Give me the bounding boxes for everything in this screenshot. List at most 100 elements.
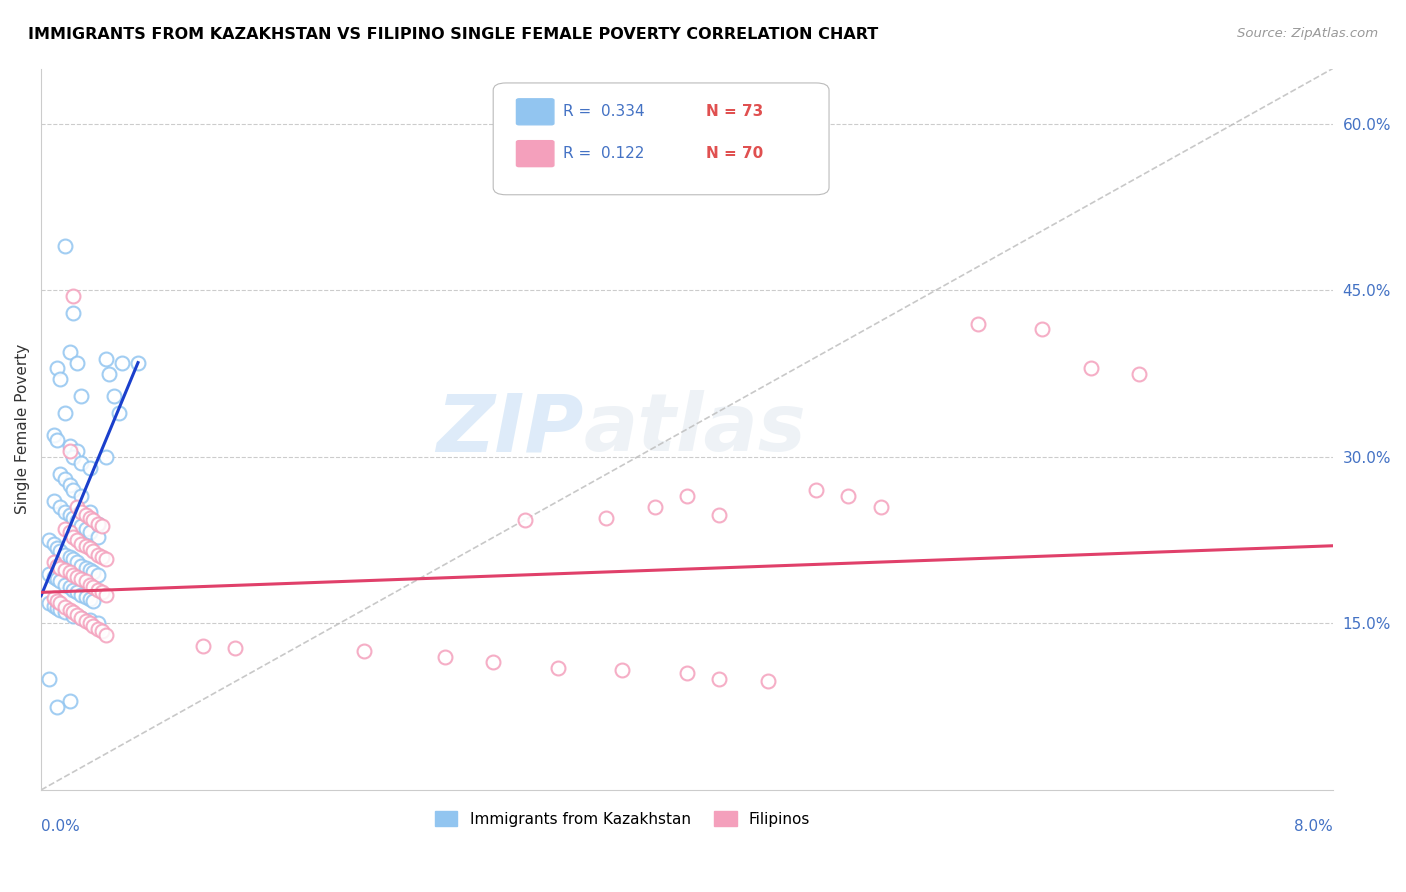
- Point: [53, 406, 76, 420]
- Text: N = 70: N = 70: [706, 146, 763, 161]
- Text: atlas: atlas: [583, 390, 807, 468]
- Point: [515, 513, 537, 527]
- Point: [79, 525, 101, 540]
- Point: [42, 599, 65, 613]
- Point: [53, 506, 76, 520]
- Point: [66, 570, 89, 584]
- Point: [79, 511, 101, 525]
- Text: 8.0%: 8.0%: [1294, 819, 1333, 834]
- Point: [86, 548, 108, 562]
- Point: [75, 522, 97, 536]
- Point: [79, 616, 101, 631]
- Point: [111, 356, 134, 370]
- Point: [49, 467, 72, 481]
- Text: Source: ZipAtlas.com: Source: ZipAtlas.com: [1237, 27, 1378, 40]
- Point: [86, 530, 108, 544]
- Point: [59, 580, 82, 594]
- Point: [756, 674, 779, 689]
- Text: N = 73: N = 73: [706, 104, 763, 120]
- Point: [70, 518, 93, 533]
- Point: [46, 361, 69, 376]
- Text: R =  0.122: R = 0.122: [562, 146, 644, 161]
- Point: [49, 561, 72, 575]
- Point: [66, 555, 89, 569]
- Point: [38, 672, 60, 686]
- Point: [709, 672, 731, 686]
- Point: [62, 583, 84, 598]
- Point: [75, 614, 97, 628]
- Y-axis label: Single Female Poverty: Single Female Poverty: [15, 344, 30, 515]
- Point: [103, 389, 125, 403]
- Point: [49, 544, 72, 558]
- Point: [62, 306, 84, 320]
- Point: [94, 352, 117, 367]
- Point: [94, 450, 117, 464]
- Point: [66, 500, 89, 514]
- Point: [59, 603, 82, 617]
- Point: [75, 539, 97, 553]
- Point: [127, 356, 149, 370]
- Point: [42, 536, 65, 550]
- Point: [79, 541, 101, 555]
- Point: [53, 472, 76, 486]
- Point: [82, 618, 104, 632]
- Point: [49, 597, 72, 611]
- Point: [46, 601, 69, 615]
- Point: [46, 699, 69, 714]
- Point: [676, 489, 699, 503]
- Point: [79, 563, 101, 577]
- Point: [70, 506, 93, 520]
- Point: [86, 616, 108, 631]
- Point: [82, 580, 104, 594]
- Point: [53, 548, 76, 562]
- Point: [82, 513, 104, 527]
- Point: [869, 500, 891, 514]
- Point: [49, 372, 72, 386]
- Point: [53, 599, 76, 614]
- Point: [595, 511, 617, 525]
- Point: [42, 570, 65, 584]
- Point: [79, 613, 101, 627]
- Point: [53, 605, 76, 619]
- Point: [59, 444, 82, 458]
- Point: [62, 450, 84, 464]
- Point: [66, 514, 89, 528]
- Point: [46, 558, 69, 573]
- Point: [70, 611, 93, 625]
- Point: [94, 627, 117, 641]
- Point: [66, 444, 89, 458]
- Point: [75, 590, 97, 604]
- Point: [75, 508, 97, 522]
- Point: [59, 508, 82, 522]
- Point: [62, 605, 84, 619]
- Point: [70, 536, 93, 550]
- Point: [49, 500, 72, 514]
- Point: [66, 533, 89, 548]
- FancyBboxPatch shape: [516, 99, 554, 125]
- Point: [66, 356, 89, 370]
- Text: IMMIGRANTS FROM KAZAKHSTAN VS FILIPINO SINGLE FEMALE POVERTY CORRELATION CHART: IMMIGRANTS FROM KAZAKHSTAN VS FILIPINO S…: [28, 27, 879, 42]
- Point: [62, 289, 84, 303]
- Point: [70, 489, 93, 503]
- Point: [42, 591, 65, 605]
- Point: [79, 461, 101, 475]
- Point: [94, 588, 117, 602]
- Point: [86, 516, 108, 531]
- Point: [94, 552, 117, 566]
- Point: [62, 552, 84, 566]
- Point: [91, 585, 114, 599]
- Point: [75, 574, 97, 589]
- Point: [49, 603, 72, 617]
- Point: [38, 533, 60, 548]
- Point: [62, 608, 84, 623]
- Point: [70, 456, 93, 470]
- Point: [86, 583, 108, 598]
- Point: [676, 666, 699, 681]
- Point: [82, 544, 104, 558]
- Point: [66, 607, 89, 622]
- Point: [46, 572, 69, 586]
- Point: [46, 541, 69, 555]
- Point: [70, 558, 93, 573]
- Point: [53, 239, 76, 253]
- Point: [46, 594, 69, 608]
